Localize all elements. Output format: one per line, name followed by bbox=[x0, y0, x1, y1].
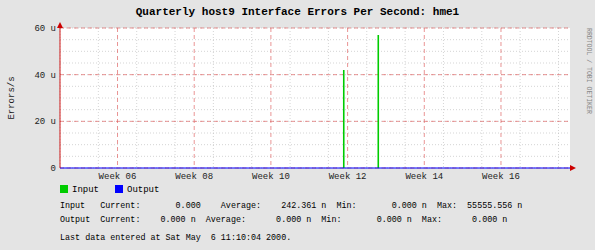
y-axis-line bbox=[60, 28, 61, 168]
minor-grid-line bbox=[60, 63, 570, 64]
minor-grid-line bbox=[60, 86, 570, 87]
minor-grid-line bbox=[290, 28, 291, 168]
grid-line bbox=[424, 28, 425, 168]
minor-grid-line bbox=[60, 156, 570, 157]
minor-grid-line bbox=[60, 51, 570, 52]
minor-grid-line bbox=[60, 144, 570, 145]
minor-grid-line bbox=[328, 28, 329, 168]
minor-grid-line bbox=[60, 28, 570, 29]
legend-swatch bbox=[60, 185, 68, 193]
chart: Week 06 Week 08 Week 10 Week 12 Week 14 Week … bbox=[0, 0, 595, 250]
minor-grid-line bbox=[60, 121, 570, 122]
minor-grid-line bbox=[98, 28, 99, 168]
y-axis-label: Errors/s bbox=[7, 76, 17, 119]
grid-line bbox=[500, 28, 501, 168]
minor-grid-line bbox=[443, 28, 444, 168]
minor-grid-line bbox=[60, 74, 570, 75]
grid-line bbox=[60, 74, 570, 75]
stats-line: Output Current: 0.000 n Average: 0.000 n… bbox=[60, 215, 507, 225]
minor-grid-line bbox=[60, 133, 570, 134]
grid-line bbox=[60, 28, 570, 29]
spike bbox=[377, 35, 379, 168]
background bbox=[0, 0, 595, 250]
legend-entry: Output bbox=[127, 185, 159, 195]
grid-line bbox=[194, 28, 195, 168]
title: Quarterly host9 Interface Errors Per Sec… bbox=[136, 6, 460, 18]
grid bbox=[60, 28, 570, 168]
grid-line bbox=[347, 28, 348, 168]
plot-area bbox=[60, 28, 570, 168]
x-tick-label: Week 14 bbox=[405, 172, 443, 182]
legend: Input Output bbox=[60, 185, 159, 195]
y-tick-label: 20 u bbox=[34, 117, 56, 127]
minor-grid-line bbox=[60, 39, 570, 40]
watermark: RRDTOOL / TOBI OETIKER bbox=[585, 28, 592, 114]
minor-grid-line bbox=[60, 98, 570, 99]
x-tick-label: Week 06 bbox=[99, 172, 137, 182]
grid-line bbox=[60, 168, 570, 169]
grid-line bbox=[117, 28, 118, 168]
minor-grid-line bbox=[136, 28, 137, 168]
minor-grid-line bbox=[60, 28, 61, 168]
marks bbox=[60, 35, 570, 168]
stats-line: Input Current: 0.000 Average: 242.361 n … bbox=[60, 201, 522, 211]
spike bbox=[343, 70, 345, 168]
line bbox=[60, 167, 570, 168]
x-tick-label: Week 08 bbox=[175, 172, 213, 182]
y-tick-label: 60 u bbox=[34, 24, 56, 34]
minor-grid-line bbox=[60, 109, 570, 110]
y-tick-label: 40 u bbox=[34, 71, 56, 81]
footer: Last data entered at Sat May 6 11:10:04 … bbox=[60, 233, 291, 243]
legend-entry: Input bbox=[72, 185, 99, 195]
legend-swatch bbox=[115, 185, 123, 193]
axes: Week 06 Week 08 Week 10 Week 12 Week 14 Week … bbox=[7, 22, 576, 182]
x-axis-arrow bbox=[570, 165, 576, 171]
x-tick-label: Week 16 bbox=[482, 172, 520, 182]
y-tick-label: 0 bbox=[51, 164, 56, 174]
minor-grid-line bbox=[60, 168, 570, 169]
x-tick-label: Week 10 bbox=[252, 172, 290, 182]
grid-line bbox=[60, 121, 570, 122]
grid-line bbox=[270, 28, 271, 168]
y-axis-arrow bbox=[57, 22, 63, 28]
x-tick-label: Week 12 bbox=[329, 172, 367, 182]
minor-grid-line bbox=[481, 28, 482, 168]
